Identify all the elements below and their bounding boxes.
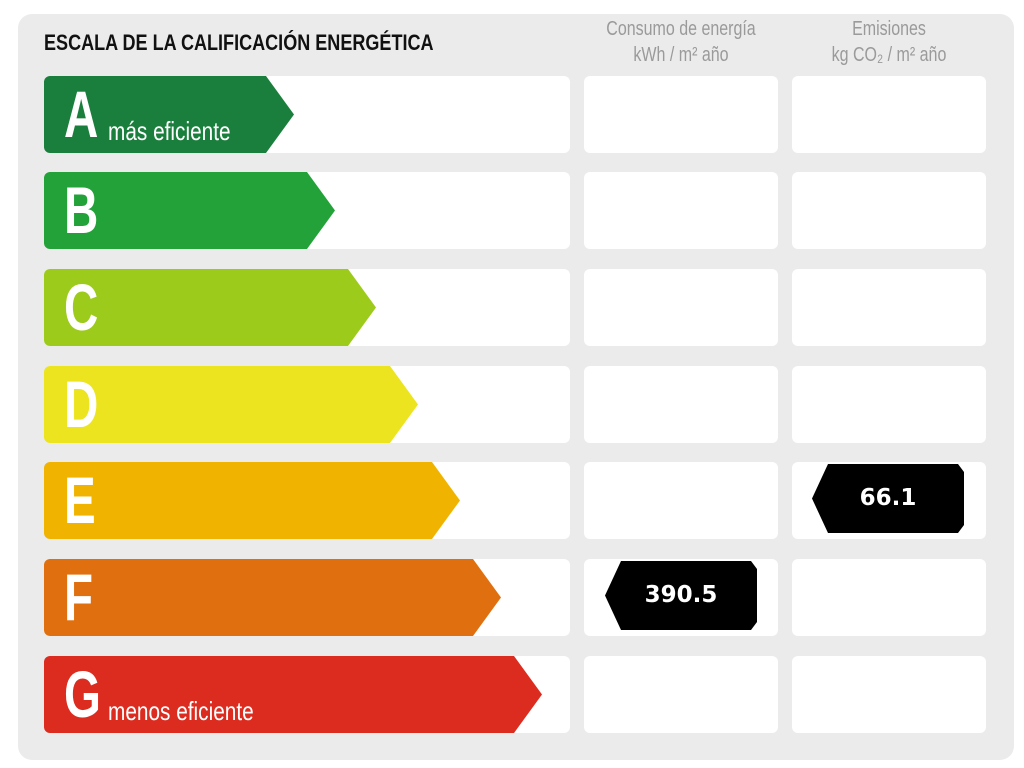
rating-caption: menos eficiente	[108, 696, 254, 726]
emisiones-header-line2: kg CO₂ / m² año	[831, 44, 947, 66]
consumo-header-line1: Consumo de energía	[606, 18, 756, 40]
rating-letter: G	[64, 657, 101, 731]
emisiones-value-badge: 66.1	[812, 464, 964, 533]
label-title: ESCALA DE LA CALIFICACIÓN ENERGÉTICA	[44, 30, 434, 55]
emisiones-cell	[792, 76, 986, 153]
emisiones-cell	[792, 656, 986, 733]
rating-letter: C	[64, 270, 99, 344]
consumo-cell	[584, 366, 778, 443]
consumo-cell	[584, 656, 778, 733]
emisiones-cell	[792, 366, 986, 443]
rating-caption: más eficiente	[108, 116, 231, 146]
rating-bar-b: B	[44, 172, 335, 249]
consumo-cell	[584, 76, 778, 153]
rating-letter: A	[64, 77, 99, 151]
rating-letter: B	[64, 173, 99, 247]
emisiones-header: Emisiones kg CO₂ / m² año	[811, 16, 966, 68]
emisiones-cell	[792, 559, 986, 636]
consumo-value-badge: 390.5	[605, 561, 757, 630]
rating-bar-d: D	[44, 366, 418, 443]
consumo-cell	[584, 269, 778, 346]
emisiones-cell	[792, 269, 986, 346]
rating-bar-f: F	[44, 559, 501, 636]
rating-letter: F	[64, 560, 94, 634]
consumo-cell	[584, 462, 778, 539]
consumo-header-line2: kWh / m² año	[633, 44, 729, 66]
rating-bar-c: C	[44, 269, 376, 346]
emisiones-cell	[792, 172, 986, 249]
rating-bar-e: E	[44, 462, 460, 539]
consumo-cell	[584, 172, 778, 249]
rating-letter: E	[64, 463, 96, 537]
rating-letter: D	[64, 367, 99, 441]
consumo-header: Consumo de energía kWh / m² año	[603, 16, 758, 68]
emisiones-header-line1: Emisiones	[852, 18, 926, 40]
